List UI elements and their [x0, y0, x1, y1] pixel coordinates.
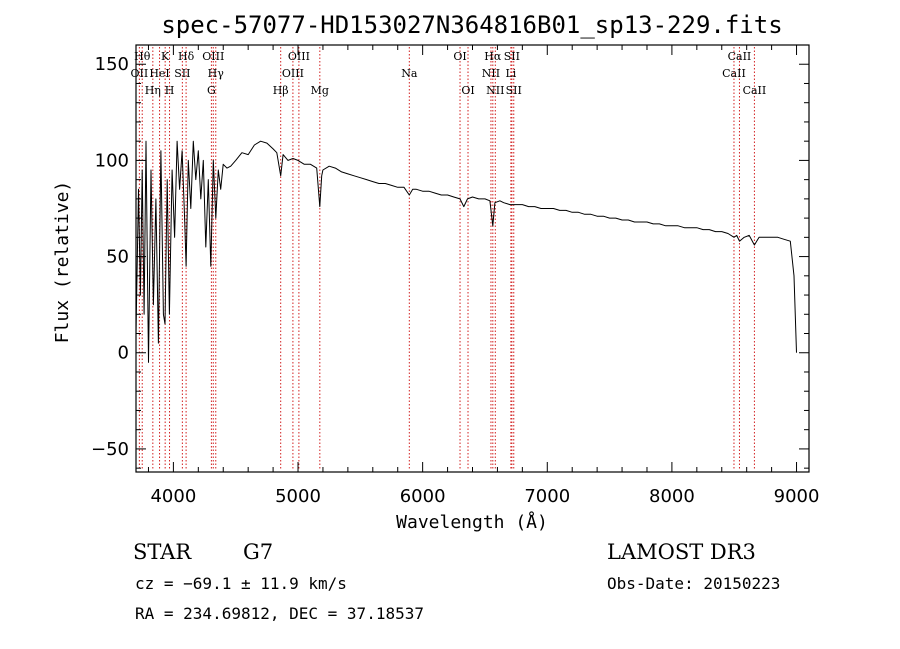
x-axis: 4000 5000 6000 7000 8000 9000 [147, 45, 820, 507]
line-marker-label: HeI [149, 67, 169, 80]
y-tick-label: 150 [95, 54, 129, 75]
line-marker-label: Hγ [208, 67, 225, 80]
line-marker-label: OIII [202, 50, 224, 63]
line-marker-label: CaII [743, 84, 767, 97]
x-tick-label: 7000 [524, 486, 570, 507]
line-marker-label: OIII [288, 50, 310, 63]
line-marker-label: K [161, 50, 170, 63]
line-marker-label: Hβ [273, 84, 289, 97]
line-marker-label: SII [504, 50, 520, 63]
spectrum-line [135, 140, 797, 363]
object-class: STAR [133, 540, 192, 564]
y-tick-label: 0 [118, 343, 129, 364]
line-marker-label: Li [505, 67, 516, 80]
coordinates: RA = 234.69812, DEC = 37.18537 [135, 604, 424, 623]
line-markers [138, 47, 755, 470]
line-marker-label: SII [506, 84, 522, 97]
line-marker-label: OI [453, 50, 466, 63]
line-marker-label: OIII [282, 67, 304, 80]
redshift-cz: cz = −69.1 ± 11.9 km/s [135, 574, 347, 593]
y-axis: −50 0 50 100 150 [91, 44, 809, 469]
x-tick-label: 6000 [400, 486, 446, 507]
x-axis-label: Wavelength (Å) [396, 511, 548, 533]
spectrum-series [135, 140, 797, 363]
line-marker-label: SII [174, 67, 190, 80]
line-marker-label: Hθ [134, 50, 151, 63]
plot-frame [135, 44, 810, 473]
line-marker-label: OI [461, 84, 474, 97]
line-marker-label: CaII [722, 67, 746, 80]
line-marker-label: CaII [728, 50, 752, 63]
line-marker-label: Hα [484, 50, 502, 63]
line-marker-label: H [165, 84, 175, 97]
y-axis-label: Flux (relative) [52, 181, 73, 344]
line-marker-label: OII [131, 67, 149, 80]
survey-name: LAMOST DR3 [607, 540, 756, 564]
line-marker-label: Na [401, 67, 418, 80]
obs-date: Obs-Date: 20150223 [607, 574, 780, 593]
x-tick-label: 9000 [774, 486, 820, 507]
x-tick-label: 4000 [150, 486, 196, 507]
x-tick-label: 8000 [649, 486, 695, 507]
line-marker-label: Hη [145, 84, 161, 97]
line-marker-label: Hδ [178, 50, 195, 63]
line-marker-labels: OII Hθ Hη HeI K H SII Hδ OIII G Hγ Hβ OIII OIII Mg Na OI… [131, 50, 767, 97]
y-tick-label: 100 [95, 150, 129, 171]
line-marker-label: NII [486, 84, 504, 97]
line-marker-label: Mg [311, 84, 329, 97]
chart-title: spec-57077-HD153027N364816B01_sp13-229.f… [161, 11, 782, 39]
line-marker-label: NII [482, 67, 500, 80]
line-marker-label: G [207, 84, 216, 97]
y-tick-label: 50 [106, 247, 129, 268]
object-subclass: G7 [243, 540, 273, 564]
y-tick-label: −50 [91, 439, 129, 460]
x-tick-label: 5000 [275, 486, 321, 507]
